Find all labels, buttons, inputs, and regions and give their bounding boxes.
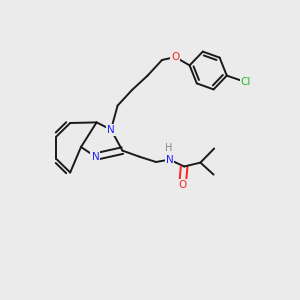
- Text: N: N: [166, 154, 173, 165]
- Text: Cl: Cl: [241, 77, 251, 87]
- Text: N: N: [92, 152, 99, 162]
- Text: N: N: [107, 124, 115, 135]
- Text: H: H: [165, 142, 172, 153]
- Text: O: O: [171, 52, 179, 62]
- Text: O: O: [178, 180, 187, 190]
